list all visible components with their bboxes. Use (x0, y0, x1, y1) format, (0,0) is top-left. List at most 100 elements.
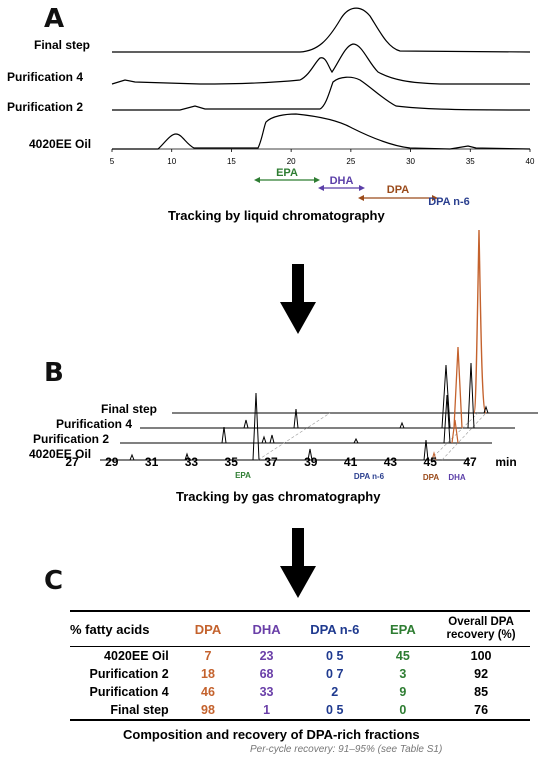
table-header-dpa-n6: DPA n-6 (295, 610, 374, 647)
panel-a-letter: A (44, 4, 65, 34)
gc-dash-guide-3 (441, 412, 487, 461)
gc-peak-label: DHA (448, 473, 466, 482)
lc-range-arrowhead (318, 185, 324, 191)
down-arrow-1 (280, 264, 316, 334)
gc-trace-label-4020ee-oil: 4020EE Oil (29, 447, 92, 461)
table-header-recovery: Overall DPA recovery (%) (432, 610, 530, 647)
cell-epa: 45 (395, 649, 410, 663)
gc-x-tick-label: 43 (384, 455, 398, 469)
cell-dpa-n6: 0 5 (295, 701, 374, 721)
gc-x-tick-label: 39 (304, 455, 318, 469)
cell-dpa-n6: 2 (331, 685, 339, 699)
cell-dpa: 46 (201, 685, 215, 699)
lc-x-tick-label: 30 (406, 157, 415, 166)
table-row: 4020EE Oil 7 23 0 5 45 100 (70, 647, 530, 666)
lc-trace-label-purification-4: Purification 4 (7, 70, 84, 84)
row-label: Purification 2 (89, 667, 169, 681)
cell-dpa-n6: 0 7 (326, 667, 344, 681)
gc-peak-label: EPA (235, 471, 251, 480)
gc-x-unit: min (495, 455, 516, 469)
table-header-row: % fatty acids DPA DHA DPA n-6 EPA Overal… (70, 610, 530, 647)
gc-x-tick-label: 29 (105, 455, 119, 469)
cell-dpa: 7 (204, 649, 212, 663)
gc-x-ticks: 27 29 31 33 35 37 39 41 43 45 47 min (65, 455, 516, 469)
lc-trace-purification-4 (111, 43, 530, 85)
gc-peak-label: DPA n-6 (354, 472, 385, 481)
lc-range-label: DPA n-6 (428, 196, 470, 208)
gc-chromatogram: 27 29 31 33 35 37 39 41 43 45 47 min EPA DPA n-6 DPA D… (65, 229, 538, 482)
gc-peak-final-small (483, 405, 489, 414)
table-row: Purification 4 46 33 2 9 85 (70, 683, 530, 701)
gc-peak-oil-dha (423, 439, 429, 461)
lc-range-label: EPA (276, 167, 298, 179)
cell-recovery: 92 (474, 667, 489, 681)
gc-peak-p4-1 (243, 419, 249, 429)
lc-trace-4020ee-oil (112, 113, 531, 150)
table-caption: Composition and recovery of DPA-rich fra… (123, 727, 420, 742)
table-header-epa: EPA (373, 610, 433, 647)
gc-peak-p2-4 (353, 437, 359, 444)
gc-peak-oil-small-2 (184, 452, 190, 461)
row-label: Purification 4 (89, 685, 169, 699)
lc-trace-label-4020ee-oil: 4020EE Oil (29, 137, 92, 151)
gc-dash-guide-2 (429, 412, 479, 461)
row-label: 4020EE Oil (104, 649, 169, 663)
gc-peak-p2-2 (261, 435, 267, 444)
gc-peak-p4-2 (293, 408, 299, 429)
lc-x-tick-label: 40 (526, 157, 535, 166)
table-header-dpa: DPA (178, 610, 238, 647)
lc-x-tick-label: 20 (287, 157, 296, 166)
lc-trace-final-step (112, 7, 531, 53)
table-footnote: Per-cycle recovery: 91–95% (see Table S1… (250, 744, 443, 755)
gc-caption: Tracking by gas chromatography (176, 489, 381, 504)
cell-recovery: 85 (474, 685, 489, 699)
down-arrow-2 (280, 528, 316, 598)
gc-peak-label: DPA (423, 473, 440, 482)
gc-trace-label-final-step: Final step (101, 402, 158, 416)
composition-table: % fatty acids DPA DHA DPA n-6 EPA Overal… (70, 610, 530, 721)
gc-peak-p4-dpa (453, 346, 463, 429)
cell-dha: 23 (259, 649, 274, 663)
gc-peak-oil-epa (250, 392, 262, 461)
gc-x-tick-label: 35 (225, 455, 239, 469)
gc-trace-label-purification-2: Purification 2 (33, 432, 110, 446)
lc-x-tick-label: 15 (227, 157, 236, 166)
gc-peak-final-dpa (473, 229, 487, 414)
gc-peak-labels: EPA DPA n-6 DPA DHA (235, 471, 466, 482)
cell-epa: 0 (373, 701, 433, 721)
cell-recovery: 100 (470, 649, 492, 663)
gc-peak-oil-dpa (431, 451, 437, 461)
gc-x-tick-label: 31 (145, 455, 159, 469)
lc-trace-label-final-step: Final step (34, 38, 91, 52)
lc-caption: Tracking by liquid chromatography (168, 208, 385, 223)
lc-range-arrowhead (314, 177, 320, 183)
gc-x-tick-label: 27 (65, 455, 79, 469)
gc-peak-p2-dha (443, 394, 451, 444)
lc-range-label: DPA (387, 184, 409, 196)
cell-epa: 3 (399, 667, 407, 681)
lc-trace-purification-2 (112, 76, 531, 111)
table-header-label: % fatty acids (70, 610, 179, 647)
cell-dpa: 18 (201, 667, 215, 681)
cell-dha: 68 (259, 667, 274, 681)
gc-peak-p4-dha (467, 362, 475, 429)
gc-x-tick-label: 47 (463, 455, 477, 469)
table-row: Purification 2 18 68 0 7 3 92 (70, 665, 530, 683)
row-label: Final step (70, 701, 179, 721)
lc-range-arrowhead (254, 177, 260, 183)
gc-peak-p2-dpa (451, 419, 459, 444)
cell-dpa: 98 (178, 701, 238, 721)
gc-trace-label-purification-4: Purification 4 (56, 417, 133, 431)
table-header-dha: DHA (237, 610, 296, 647)
lc-x-tick-label: 25 (346, 157, 355, 166)
gc-dash-guide-1 (257, 412, 331, 461)
table-row: Final step 98 1 0 5 0 76 (70, 701, 530, 721)
lc-range-arrowhead (432, 195, 438, 201)
gc-x-tick-label: 33 (185, 455, 199, 469)
cell-epa: 9 (399, 685, 407, 699)
cell-recovery: 76 (432, 701, 530, 721)
cell-dha: 1 (237, 701, 296, 721)
lc-trace-label-purification-2: Purification 2 (7, 100, 84, 114)
gc-x-tick-label: 41 (344, 455, 358, 469)
cell-dpa-n6: 0 5 (326, 649, 344, 663)
